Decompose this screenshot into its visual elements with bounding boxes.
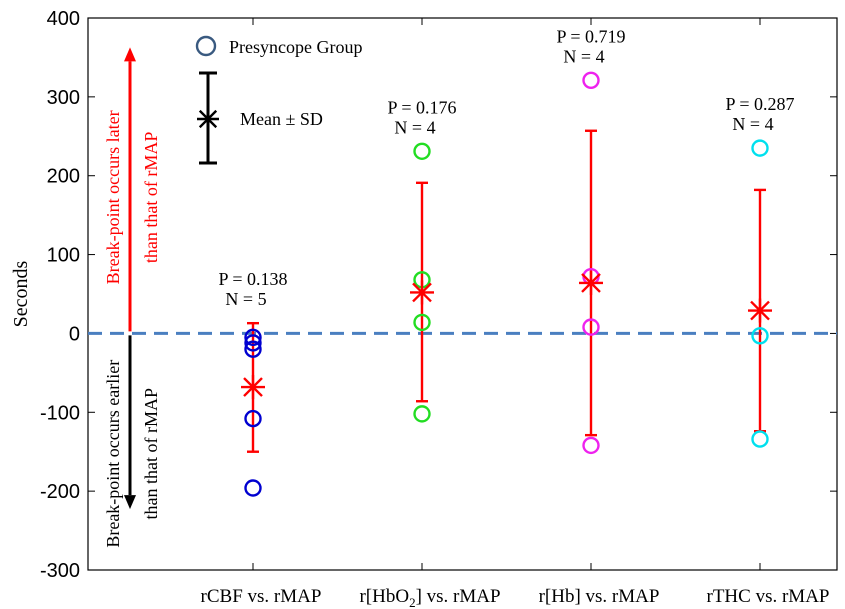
p-value-label: P = 0.176 — [388, 97, 457, 117]
axes: -300 -200 -100 0 100 200 300 400 Seconds — [10, 8, 838, 582]
data-point — [582, 71, 600, 89]
mean-marker — [579, 270, 603, 295]
data-point — [244, 340, 262, 358]
legend-circle-marker — [195, 35, 217, 57]
y-tick-label: -100 — [40, 402, 80, 424]
mean-marker — [410, 280, 434, 305]
y-tick-label: 100 — [47, 245, 80, 267]
earlier-annotation-line1: Break-point occurs earlier — [103, 360, 123, 548]
annotation-layer: Break-point occurs later than that of rMA… — [103, 47, 161, 548]
plot-frame — [87, 17, 838, 571]
y-tick-label: -200 — [40, 481, 80, 503]
y-tick-label: -300 — [40, 560, 80, 582]
earlier-annotation-line2: than that of rMAP — [141, 388, 161, 519]
n-value-label: N = 5 — [225, 289, 266, 309]
legend-meansd-label: Mean ± SD — [240, 109, 323, 129]
data-point — [244, 409, 262, 428]
x-category-label: rTHC vs. rMAP — [707, 586, 830, 607]
y-tick-label: 200 — [47, 166, 80, 188]
legend-presyncope-label: Presyncope Group — [229, 37, 362, 57]
label-layer: rCBF vs. rMAP r[HbO2] vs. rMAP r[Hb] vs. r… — [201, 586, 830, 609]
x-category-label: rCBF vs. rMAP — [201, 586, 322, 607]
later-annotation-line1: Break-point occurs later — [103, 110, 123, 284]
data-point — [751, 139, 769, 157]
data-point — [244, 479, 262, 497]
earlier-arrow-head — [124, 495, 136, 510]
legend: Presyncope Group Mean ± SD — [195, 35, 362, 165]
p-value-label: P = 0.719 — [557, 26, 626, 46]
later-arrow-head — [124, 47, 136, 62]
p-value-label: P = 0.138 — [219, 269, 288, 289]
mean-marker — [241, 375, 265, 400]
p-value-label: P = 0.287 — [726, 94, 795, 114]
y-axis-label: Seconds — [10, 260, 32, 327]
data-point — [244, 328, 262, 347]
y-tick-label: 0 — [69, 323, 80, 345]
data-point — [582, 436, 600, 455]
data-point — [244, 334, 262, 352]
data-point — [413, 142, 431, 160]
later-annotation-line2: than that of rMAP — [141, 132, 161, 263]
n-value-label: N = 4 — [732, 114, 773, 134]
x-category-label: r[Hb] vs. rMAP — [539, 586, 660, 607]
legend-mean-star — [197, 108, 219, 130]
y-tick-label: 300 — [47, 87, 80, 109]
mean-marker — [748, 298, 772, 323]
data-point — [751, 327, 769, 345]
data-point — [413, 405, 431, 423]
data-point — [751, 430, 769, 448]
data-point — [413, 313, 431, 332]
data-point — [582, 318, 600, 336]
x-category-label: r[HbO2] vs. rMAP — [359, 586, 500, 609]
y-tick-label: 400 — [47, 8, 80, 30]
n-value-label: N = 4 — [563, 46, 604, 66]
n-value-label: N = 4 — [394, 117, 435, 137]
